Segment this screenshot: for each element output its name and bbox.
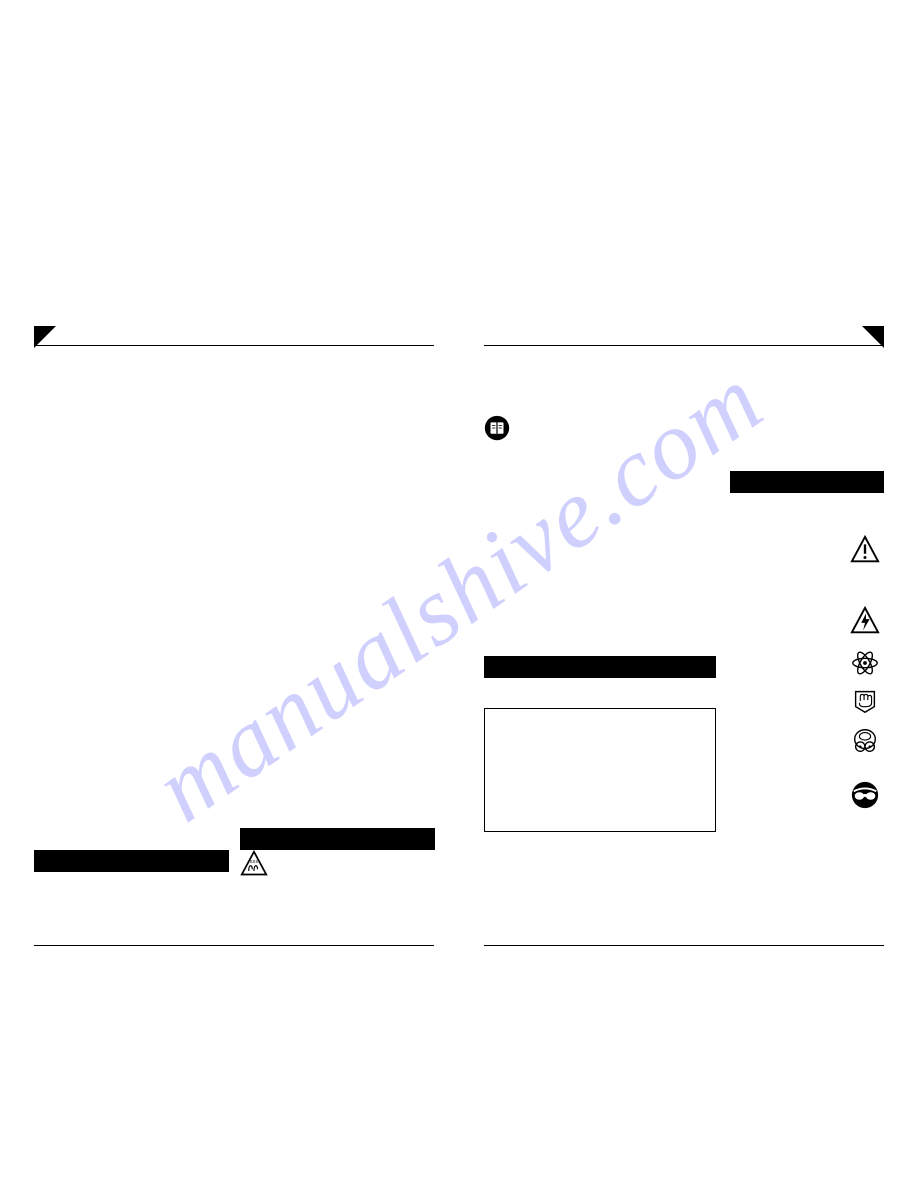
hand-shield-icon [850,686,880,716]
info-box [484,708,716,832]
electric-warning-icon [850,606,880,636]
hot-warning-icon: SSS [240,850,268,878]
atom-icon [850,648,880,678]
document-page: manualshive.com SSS [0,0,918,1188]
bar-right-top [730,471,884,493]
svg-text:SSS: SSS [250,859,259,864]
respirator-icon [850,726,880,756]
rule-top-right [484,345,884,346]
bar-left-mid [240,828,435,850]
book-circle-icon [484,415,510,441]
danger-warning-icon [850,535,880,565]
rule-bot-right [484,945,884,946]
rule-bot-left [34,945,434,946]
bar-right-mid [484,656,716,678]
rule-top-left [34,345,434,346]
goggles-icon [850,780,880,810]
bar-left-bottom [34,850,229,872]
